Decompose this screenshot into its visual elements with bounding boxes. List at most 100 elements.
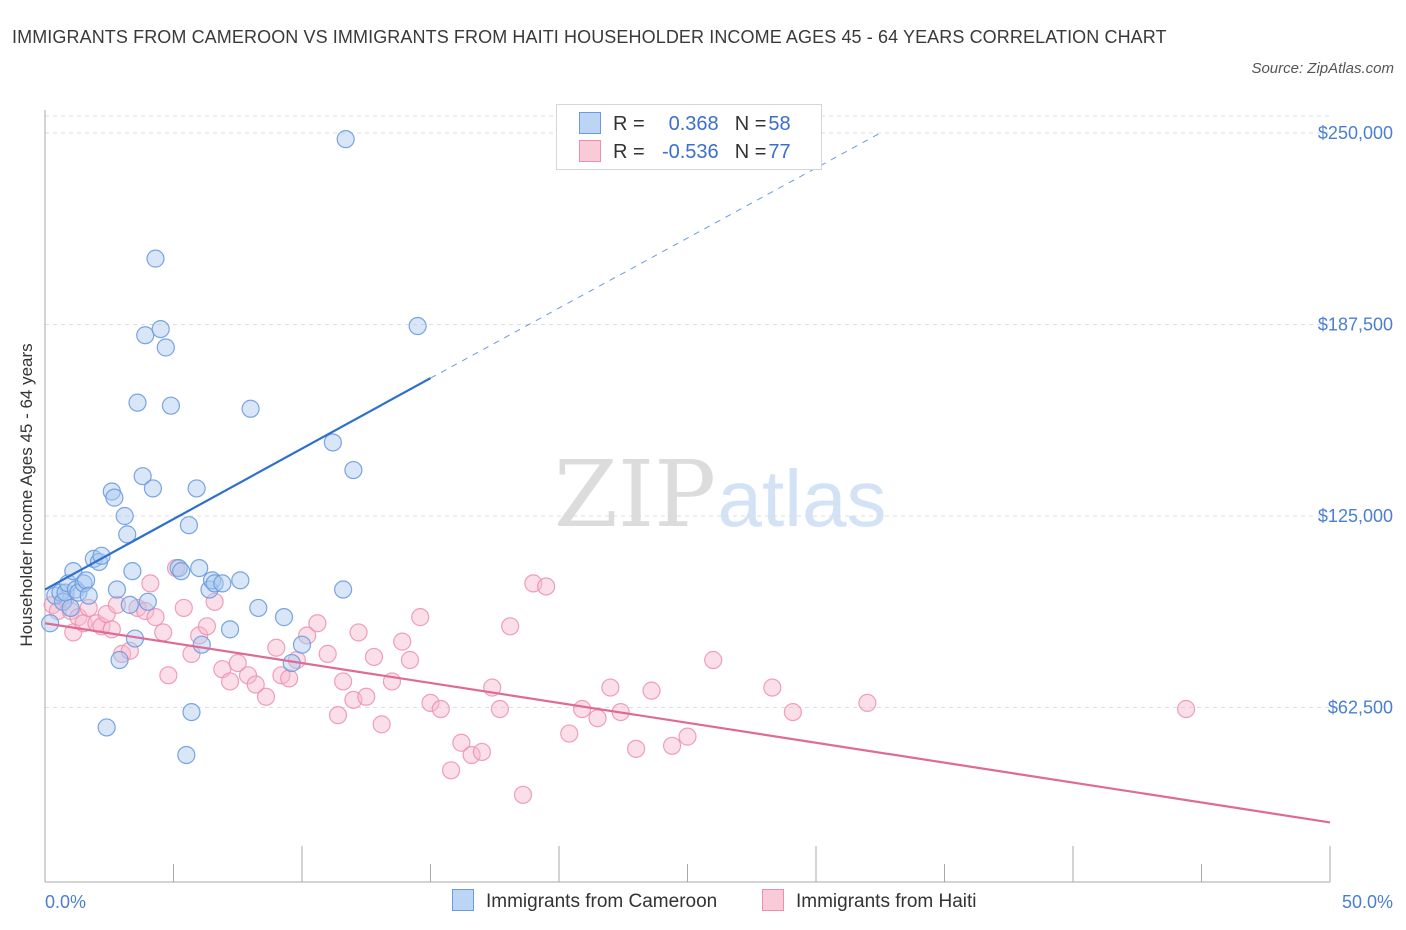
cameroon-point (128, 393, 147, 412)
y-tick-label: $125,000 (1318, 506, 1393, 526)
cameroon-point (336, 130, 355, 149)
haiti-point (246, 675, 265, 694)
haiti-point (154, 623, 173, 642)
legend-item-cameroon: Immigrants from Cameroon (452, 888, 717, 916)
cameroon-point (61, 598, 80, 618)
cameroon-point (133, 467, 152, 486)
r-label: R = (613, 113, 645, 135)
cameroon-point (138, 592, 157, 611)
n-label: N = (734, 113, 767, 135)
haiti-point (704, 650, 723, 670)
haiti-point (328, 706, 348, 725)
legend-item-haiti: Immigrants from Haiti (762, 888, 977, 916)
cameroon-point (192, 635, 211, 654)
cameroon-point (213, 574, 232, 593)
haiti-point (107, 595, 127, 614)
cameroon-swatch (579, 112, 601, 134)
n-value: 58 (768, 113, 791, 135)
haiti-point (174, 598, 193, 618)
haiti-point (452, 733, 471, 752)
cameroon-point (323, 433, 342, 452)
haiti-points (43, 558, 1196, 804)
cameroon-point (182, 702, 201, 722)
cameroon-point (274, 608, 294, 627)
cameroon-points (41, 130, 427, 765)
watermark: ZIP atlas (554, 441, 887, 548)
haiti-point (1176, 699, 1196, 719)
haiti-point (393, 632, 412, 651)
cameroon-point (172, 562, 191, 581)
cameroon-point (115, 506, 134, 526)
trend-lines (44, 132, 1331, 824)
haiti-point (513, 785, 533, 804)
cameroon-point (151, 319, 170, 339)
haiti-point (601, 678, 620, 697)
n-label: N = (734, 141, 767, 163)
haiti-point (334, 672, 353, 691)
y-tick-label: $62,500 (1328, 698, 1393, 718)
haiti-point (537, 577, 556, 596)
cameroon-point (79, 586, 98, 605)
haiti-point (280, 669, 299, 688)
haiti-point (238, 666, 258, 685)
cameroon-point (110, 650, 129, 670)
n-value: 77 (768, 141, 791, 163)
haiti-point (228, 653, 247, 673)
y-tick-label: $187,500 (1318, 315, 1393, 335)
haiti-point (783, 702, 802, 722)
haiti-point (197, 617, 217, 636)
haiti-point (642, 681, 661, 700)
haiti-trend-line (44, 622, 1331, 824)
haiti-point (308, 614, 327, 633)
legend-row-cameroon: R = 0.368 N = 58 (579, 109, 791, 139)
cameroon-point (146, 249, 165, 268)
cameroon-point (205, 574, 224, 593)
tick-labels: $62,500 $125,000 $187,500 $250,000 0.0% 50.0% (45, 123, 1393, 912)
haiti-point (573, 699, 592, 719)
haiti-point (678, 727, 697, 746)
haiti-point (421, 693, 440, 713)
cameroon-point (77, 571, 96, 590)
haiti-point (256, 687, 276, 706)
haiti-point (560, 724, 579, 743)
haiti-point (146, 608, 165, 627)
haiti-swatch (762, 889, 784, 911)
cameroon-point (220, 620, 240, 639)
cameroon-swatch (452, 889, 474, 911)
chart-title: IMMIGRANTS FROM CAMEROON VS IMMIGRANTS F… (12, 27, 1167, 47)
cameroon-point (169, 558, 188, 578)
haiti-point (490, 699, 509, 719)
legend-label: Immigrants from Cameroon (486, 891, 718, 912)
haiti-point (858, 693, 877, 713)
haiti-point (501, 617, 520, 636)
cameroon-point (344, 460, 363, 480)
cameroon-point (120, 595, 139, 614)
cameroon-point (249, 598, 268, 618)
haiti-point (141, 574, 160, 593)
cameroon-point (161, 396, 181, 415)
haiti-point (318, 644, 337, 663)
haiti-point (357, 687, 376, 706)
cameroon-point (107, 580, 127, 599)
cameroon-point (334, 580, 353, 599)
watermark-zip: ZIP (554, 441, 716, 548)
x-tick-label: 0.0% (45, 892, 86, 912)
cameroon-trend-line (44, 377, 432, 591)
haiti-point (267, 638, 286, 657)
legend-label: Immigrants from Haiti (796, 891, 977, 912)
cameroon-point (187, 479, 206, 498)
r-value: -0.536 (661, 141, 719, 163)
cameroon-point (179, 516, 199, 535)
haiti-swatch (579, 140, 601, 162)
haiti-point (298, 626, 317, 645)
cameroon-point (123, 562, 142, 581)
cameroon-point (118, 525, 137, 544)
grid-lines (45, 115, 1330, 708)
r-value: 0.368 (668, 113, 719, 135)
cameroon-point (97, 718, 116, 737)
cameroon-point (292, 635, 312, 654)
cameroon-point (136, 326, 155, 345)
haiti-point (462, 745, 481, 765)
haiti-point (372, 715, 391, 734)
cameroon-point (105, 488, 124, 507)
